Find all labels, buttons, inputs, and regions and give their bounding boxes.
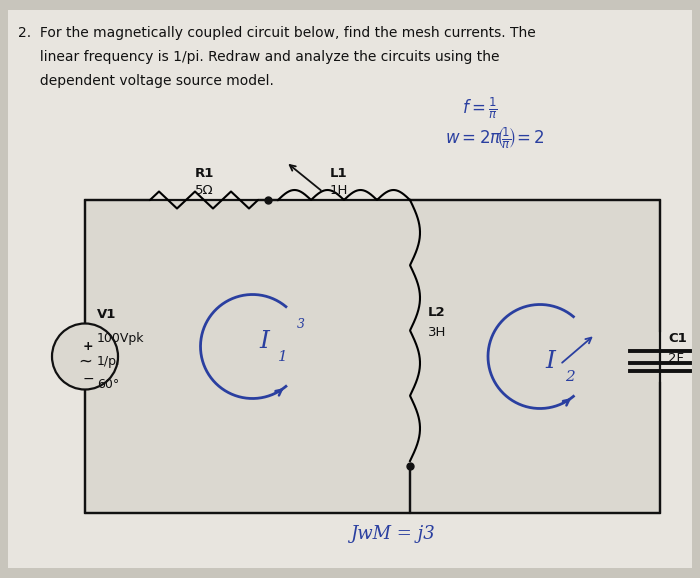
Text: L1: L1 xyxy=(330,167,348,180)
Text: 60°: 60° xyxy=(97,378,119,391)
Text: L2: L2 xyxy=(428,306,446,319)
Text: I: I xyxy=(545,350,555,373)
Text: R1: R1 xyxy=(195,167,214,180)
Text: $w=2\pi\!\left(\!\frac{1}{\pi}\!\right)\!=2$: $w=2\pi\!\left(\!\frac{1}{\pi}\!\right)\… xyxy=(445,126,545,151)
FancyBboxPatch shape xyxy=(8,10,692,568)
Text: $f=\frac{1}{\pi}$: $f=\frac{1}{\pi}$ xyxy=(462,96,498,121)
Text: 2F: 2F xyxy=(668,352,684,365)
Text: −: − xyxy=(82,372,94,386)
Text: 2.  For the magnetically coupled circuit below, find the mesh currents. The: 2. For the magnetically coupled circuit … xyxy=(18,26,536,40)
Text: 3H: 3H xyxy=(428,326,447,339)
Text: linear frequency is 1/pi. Redraw and analyze the circuits using the: linear frequency is 1/pi. Redraw and ana… xyxy=(18,50,500,64)
Text: 1H: 1H xyxy=(330,184,348,197)
Bar xyxy=(85,200,660,513)
Text: 3: 3 xyxy=(297,318,304,331)
Text: V1: V1 xyxy=(97,308,116,321)
Text: +: + xyxy=(83,340,93,353)
Text: C1: C1 xyxy=(668,332,687,345)
Text: 100Vpk: 100Vpk xyxy=(97,332,144,345)
Text: I: I xyxy=(260,330,270,353)
Circle shape xyxy=(52,324,118,390)
Text: 5Ω: 5Ω xyxy=(195,184,214,197)
Text: JwM = j3: JwM = j3 xyxy=(350,525,435,543)
Text: 2: 2 xyxy=(565,369,575,383)
Text: 1/pi: 1/pi xyxy=(97,355,120,368)
Text: dependent voltage source model.: dependent voltage source model. xyxy=(18,74,274,88)
Text: 1: 1 xyxy=(278,350,288,364)
Text: ~: ~ xyxy=(78,353,92,370)
